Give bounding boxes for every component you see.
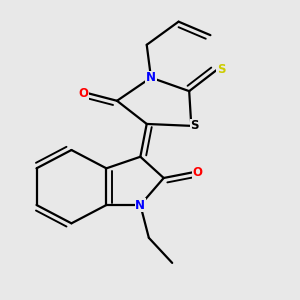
Text: S: S <box>190 119 199 132</box>
Text: O: O <box>193 166 203 179</box>
Text: O: O <box>78 87 88 100</box>
Text: N: N <box>135 199 145 212</box>
Text: N: N <box>146 71 156 84</box>
Text: S: S <box>217 63 225 76</box>
